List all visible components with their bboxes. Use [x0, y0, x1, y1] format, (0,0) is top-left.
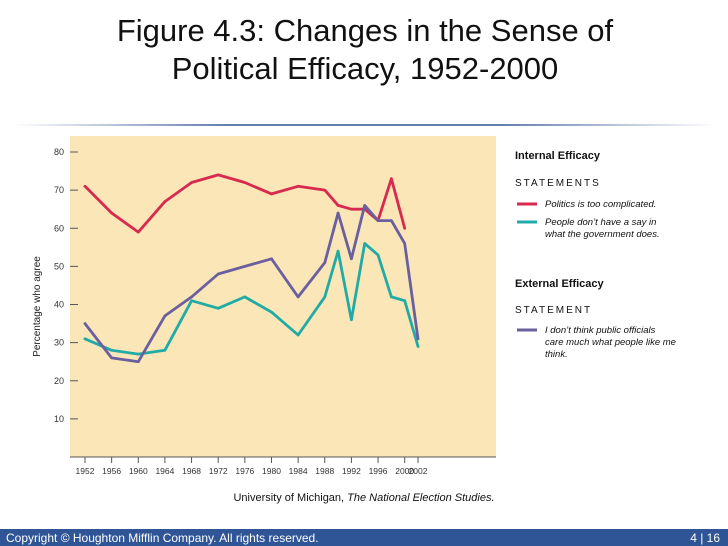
- series-2-point: [216, 307, 220, 310]
- series-2-point: [190, 299, 193, 302]
- series-1-point: [136, 230, 140, 234]
- y-tick-label: 50: [54, 261, 64, 271]
- legend-label-2-cont: what the government does.: [545, 229, 660, 240]
- series-1-point: [83, 185, 87, 188]
- slide-title-line-1: Figure 4.3: Changes in the Sense of: [116, 13, 614, 48]
- slide-title-line-2: Political Efficacy, 1952-2000: [171, 51, 559, 86]
- series-1-point: [243, 181, 247, 184]
- copyright-text: Copyright © Houghton Mifflin Company. Al…: [6, 531, 319, 545]
- y-tick-label: 40: [54, 300, 64, 310]
- legend-statements-label: STATEMENTS: [515, 178, 601, 189]
- y-tick-label: 60: [54, 223, 64, 233]
- series-2-point: [336, 249, 340, 253]
- x-tick-label: 1952: [76, 466, 95, 476]
- series-1-point: [110, 211, 113, 215]
- series-2-point: [270, 310, 273, 314]
- series-2-point: [323, 295, 327, 299]
- series-3-point: [323, 261, 327, 264]
- series-2-point: [136, 352, 140, 356]
- legend-label-3-cont: care much what people like me: [545, 337, 676, 348]
- series-1-point: [403, 226, 406, 230]
- legend-external-heading: External Efficacy: [515, 278, 605, 290]
- x-tick-label: 1996: [369, 466, 388, 476]
- series-2-point: [403, 299, 406, 302]
- plot-background: [70, 136, 496, 457]
- series-1-point: [163, 200, 167, 203]
- series-3-point: [416, 337, 420, 341]
- series-1-point: [270, 192, 273, 196]
- legend-internal-heading: Internal Efficacy: [515, 150, 601, 162]
- series-3-point: [216, 272, 220, 276]
- y-tick-label: 10: [54, 414, 64, 424]
- series-1-point: [216, 173, 220, 177]
- series-3-point: [296, 295, 300, 299]
- series-2-point: [83, 337, 87, 341]
- legend-statement-label: STATEMENT: [515, 305, 592, 316]
- x-tick-label: 2002: [409, 466, 428, 476]
- x-tick-label: 1988: [315, 466, 334, 476]
- source-credit: University of Michigan, The National Ele…: [0, 492, 728, 504]
- legend-label-3: I don’t think public officials: [545, 325, 656, 336]
- series-3-point: [336, 211, 340, 215]
- series-3-point: [136, 360, 140, 363]
- page-number: 4 | 16: [690, 531, 720, 545]
- x-tick-label: 1976: [235, 466, 254, 476]
- series-1-point: [336, 204, 340, 207]
- x-tick-label: 1980: [262, 466, 281, 476]
- series-1-point: [323, 188, 327, 192]
- slide-title: Figure 4.3: Changes in the Sense of Poli…: [60, 12, 670, 88]
- efficacy-line-chart: 10 20 30 40 50 60 70 80 1952 1956 1960 1964 1968 1972…: [32, 136, 676, 476]
- series-3-point: [403, 242, 406, 245]
- legend-label-1: Politics is too complicated.: [545, 199, 656, 210]
- legend-label-3-cont: think.: [545, 349, 568, 360]
- x-tick-label: 1972: [209, 466, 228, 476]
- series-3-point: [190, 295, 193, 299]
- series-1-point: [350, 207, 353, 211]
- series-2-point: [163, 348, 167, 352]
- series-3-point: [243, 265, 247, 268]
- y-tick-label: 70: [54, 185, 64, 195]
- figure-panel: 10 20 30 40 50 60 70 80 1952 1956 1960 1964 1968 1972…: [18, 130, 710, 514]
- x-tick-label: 1968: [182, 466, 201, 476]
- y-axis-label: Percentage who agree: [32, 256, 43, 357]
- series-3-point: [376, 219, 380, 222]
- x-tick-label: 1956: [102, 466, 121, 476]
- series-3-point: [350, 257, 353, 261]
- series-3-point: [390, 219, 393, 222]
- series-2-point: [350, 318, 353, 322]
- y-tick-label: 20: [54, 376, 64, 386]
- footer-bar: Copyright © Houghton Mifflin Company. Al…: [0, 529, 728, 546]
- series-2-point: [363, 242, 367, 245]
- series-2-point: [243, 295, 247, 299]
- credit-source: The National Election Studies.: [347, 492, 495, 504]
- series-2-point: [390, 295, 393, 299]
- x-tick-label: 2000: [395, 466, 414, 476]
- series-3-point: [83, 322, 87, 325]
- y-tick-label: 30: [54, 338, 64, 348]
- x-tick-label: 1992: [342, 466, 361, 476]
- series-1-point: [390, 177, 393, 180]
- series-2-point: [416, 345, 420, 348]
- series-3-point: [270, 257, 273, 261]
- credit-prefix: University of Michigan,: [233, 492, 348, 504]
- x-tick-label: 1984: [289, 466, 308, 476]
- series-2-point: [376, 253, 380, 257]
- series-1-point: [296, 185, 300, 188]
- x-tick-label: 1960: [129, 466, 148, 476]
- series-3-point: [363, 204, 367, 207]
- y-tick-label: 80: [54, 147, 64, 157]
- title-divider: [12, 124, 716, 126]
- series-2-point: [110, 348, 113, 352]
- x-tick-label: 1964: [155, 466, 174, 476]
- series-2-point: [296, 333, 300, 337]
- series-1-point: [190, 181, 193, 184]
- series-3-point: [163, 314, 167, 318]
- legend-label-2: People don’t have a say in: [545, 217, 656, 228]
- series-3-point: [110, 356, 113, 360]
